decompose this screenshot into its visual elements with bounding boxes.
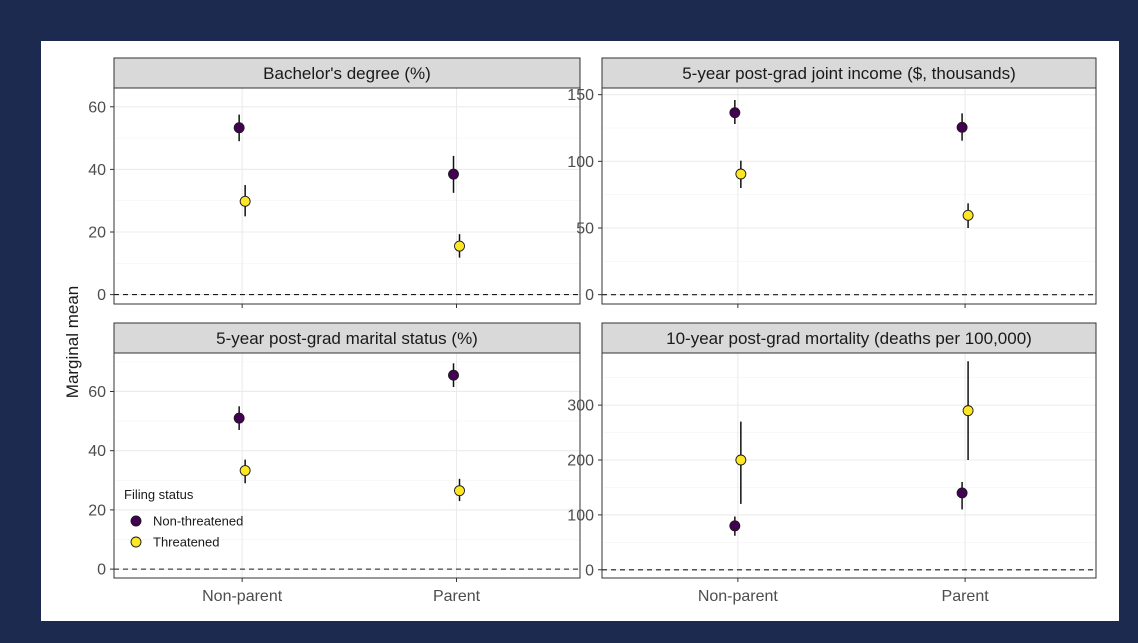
panel-5-year-post-grad-joint-income-thousands: 5-year post-grad joint income ($, thousa…	[567, 57, 1097, 308]
data-point-non-threatened	[233, 412, 245, 424]
panel-bachelor-s-degree: Bachelor's degree (%) 0 20 40 60	[88, 57, 581, 308]
data-point-non-threatened	[233, 122, 245, 134]
legend-swatch-non-threatened	[130, 515, 142, 527]
y-tick-label: 20	[88, 225, 106, 242]
y-tick-label: 300	[567, 398, 594, 415]
legend-title: Filing status	[124, 487, 194, 502]
y-tick-label: 0	[585, 287, 594, 304]
y-tick-label: 0	[97, 287, 106, 304]
y-tick-label: 60	[88, 384, 106, 401]
data-point-threatened	[454, 485, 465, 497]
data-point-non-threatened	[448, 168, 459, 180]
panel-10-year-post-grad-mortality-deaths-per-100-000: 10-year post-grad mortality (deaths per …	[567, 322, 1097, 605]
x-tick-label-parent: Parent	[433, 588, 481, 605]
y-tick-label: 20	[88, 502, 106, 519]
data-point-threatened	[735, 454, 747, 466]
data-point-non-threatened	[448, 369, 459, 381]
data-point-non-threatened	[729, 520, 741, 532]
panel-frame	[601, 87, 1097, 305]
panel-strip	[601, 322, 1097, 354]
data-point-threatened	[962, 405, 974, 417]
data-point-threatened	[454, 240, 465, 252]
legend-label-non-threatened: Non-threatened	[153, 514, 243, 529]
figure-panel: Marginal mean Bachelor's degree (%) 0 20 40…	[41, 41, 1119, 621]
legend-label-threatened: Threatened	[153, 535, 220, 550]
panel-frame	[113, 352, 581, 579]
y-tick-label: 60	[88, 99, 106, 116]
y-tick-label: 150	[567, 87, 594, 104]
y-axis-title: Marginal mean	[63, 286, 82, 398]
data-point-non-threatened	[956, 121, 968, 133]
panel-strip	[601, 57, 1097, 89]
y-tick-label: 40	[88, 162, 106, 179]
data-point-non-threatened	[729, 107, 741, 119]
panel-strip	[113, 322, 581, 354]
data-point-threatened	[962, 209, 974, 221]
legend-swatch-threatened	[130, 536, 142, 548]
panel-title: 5-year post-grad marital status (%)	[216, 329, 478, 348]
x-tick-label-non-parent: Non-parent	[698, 588, 779, 605]
y-tick-label: 40	[88, 443, 106, 460]
y-tick-label: 0	[97, 562, 106, 579]
legend: Filing status Non-threatened Threatened	[124, 487, 243, 550]
panel-frame	[113, 87, 581, 305]
y-tick-label: 100	[567, 154, 594, 171]
x-tick-label-non-parent: Non-parent	[202, 588, 283, 605]
data-point-threatened	[239, 465, 251, 476]
panel-title: 5-year post-grad joint income ($, thousa…	[682, 64, 1016, 83]
panel-title: 10-year post-grad mortality (deaths per …	[666, 329, 1032, 348]
y-tick-label: 100	[567, 507, 594, 524]
y-tick-label: 50	[576, 221, 594, 238]
y-tick-label: 200	[567, 453, 594, 470]
data-point-threatened	[239, 195, 251, 207]
panel-strip	[113, 57, 581, 89]
data-point-threatened	[735, 168, 747, 180]
x-tick-label-parent: Parent	[942, 588, 990, 605]
data-point-non-threatened	[956, 487, 968, 499]
panel-frame	[601, 352, 1097, 579]
y-tick-label: 0	[585, 562, 594, 579]
panel-title: Bachelor's degree (%)	[263, 64, 431, 83]
faceted-chart: Marginal mean Bachelor's degree (%) 0 20 40…	[63, 57, 1097, 605]
panel-5-year-post-grad-marital-status: 5-year post-grad marital status (%) 0 20 40…	[88, 322, 581, 605]
